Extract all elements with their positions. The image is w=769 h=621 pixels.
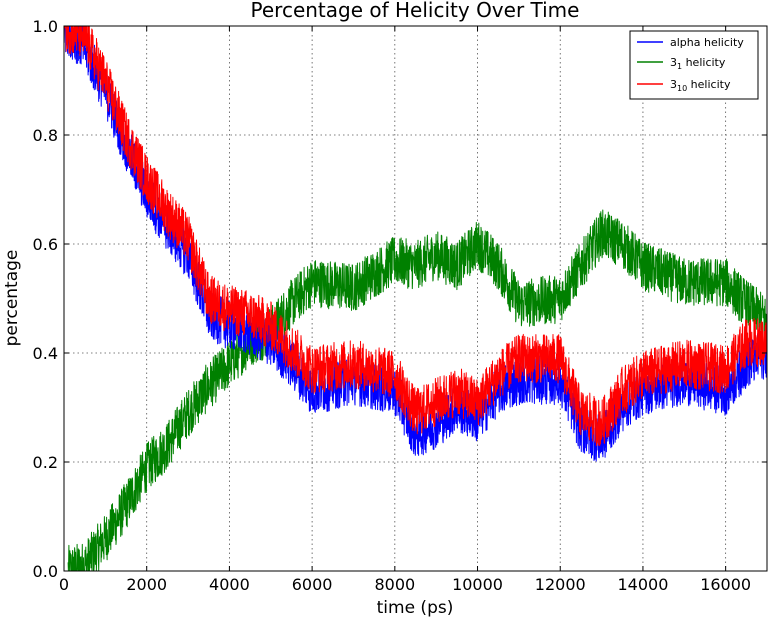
axis-ticks [63, 25, 767, 572]
x-tick-label: 12000 [535, 575, 586, 594]
series-line-3-10-helicity [64, 26, 767, 447]
x-tick-label: 8000 [374, 575, 415, 594]
x-tick-label: 14000 [617, 575, 668, 594]
x-tick-label: 6000 [292, 575, 333, 594]
x-tick-label: 10000 [452, 575, 503, 594]
legend-label-alpha: alpha helicity [670, 36, 744, 49]
series-line-3-1-helicity [67, 209, 767, 571]
y-tick-label: 0.6 [33, 235, 58, 254]
y-tick-label: 0.0 [33, 562, 58, 581]
y-tick-label: 0.8 [33, 126, 58, 145]
x-tick-label: 2000 [126, 575, 167, 594]
legend-label-3-1: 31 helicity [670, 56, 726, 71]
series-layer [64, 26, 767, 571]
y-tick-label: 0.2 [33, 453, 58, 472]
y-tick-label: 0.4 [33, 344, 58, 363]
y-tick-label: 1.0 [33, 17, 58, 36]
legend-label-3-10: 310 helicity [670, 78, 731, 93]
x-tick-label: 4000 [209, 575, 250, 594]
chart-title: Percentage of Helicity Over Time [251, 0, 580, 22]
tick-labels: 0 2000 4000 6000 8000 10000 12000 14000 16000 0.0… [33, 17, 752, 594]
legend: alpha helicity 31 helicity 310 helicity [629, 30, 759, 100]
x-axis-label: time (ps) [377, 598, 454, 618]
x-tick-label: 16000 [700, 575, 751, 594]
x-tick-label: 0 [59, 575, 69, 594]
plot-frame [63, 25, 768, 572]
y-axis-label: percentage [2, 250, 22, 347]
grid-lines [64, 26, 767, 571]
